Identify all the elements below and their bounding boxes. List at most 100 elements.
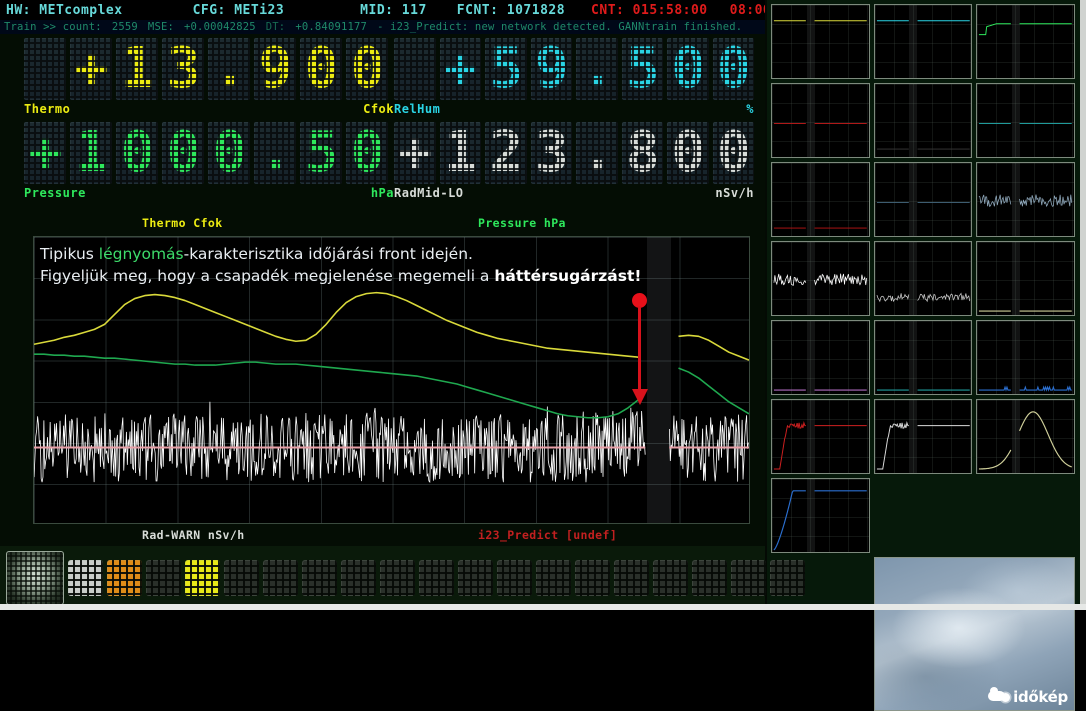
training-status-bar: Train >> count: 2559 MSE: +0.00042825 DT…	[0, 20, 765, 34]
mini-chart-15[interactable]	[976, 320, 1075, 395]
mini-chart-17[interactable]	[873, 399, 973, 474]
mini-grid	[874, 242, 972, 315]
mini-chart-1[interactable]	[771, 4, 870, 79]
mini-chart-8[interactable]	[873, 162, 973, 237]
bottom-toolbar	[0, 546, 805, 610]
toolbar-cell-off[interactable]	[575, 560, 610, 596]
toolbar-cell-off[interactable]	[536, 560, 571, 596]
gauge-relhum-label: RelHum	[394, 102, 441, 116]
header-bar: HW: METcomplex CFG: METi23 MID: 117 FCNT…	[0, 0, 765, 20]
toolbar-cell-off[interactable]	[458, 560, 493, 596]
mini-chart-12[interactable]	[976, 241, 1075, 316]
cell-matrix	[224, 560, 259, 596]
toolbar-cell-off[interactable]	[302, 560, 337, 596]
toolbar-cell-off[interactable]	[731, 560, 766, 596]
toolbar-cell-off[interactable]	[341, 560, 376, 596]
mini-band	[1012, 5, 1020, 78]
cell-matrix	[770, 560, 805, 596]
led-digit: 5	[300, 122, 342, 184]
mini-grid	[772, 321, 869, 394]
gauge-thermo-digits: +1 3. 9 0 0	[24, 38, 394, 100]
header-hw: HW: METcomplex	[6, 2, 123, 18]
mini-chart-grid: időkép	[767, 0, 1080, 711]
led-digit: 0	[208, 122, 250, 184]
cell-matrix	[107, 560, 142, 596]
toolbar-cell-off[interactable]	[146, 560, 181, 596]
mini-chart-7[interactable]	[771, 162, 870, 237]
mini-band	[806, 400, 815, 473]
mini-chart-14[interactable]	[873, 320, 973, 395]
led-digit: 3	[530, 122, 572, 184]
mini-band	[909, 163, 918, 236]
cell-matrix	[497, 560, 532, 596]
mini-grid	[977, 5, 1074, 78]
annotation-line-2: Figyeljük meg, hogy a csapadék megjelené…	[40, 265, 740, 287]
toolbar-cell-off[interactable]	[380, 560, 415, 596]
mini-chart-5[interactable]	[873, 83, 973, 158]
gauge-radmid-unit: nSv/h	[715, 186, 754, 200]
sky-camera-view[interactable]: időkép	[873, 557, 1075, 711]
led-digit	[394, 38, 436, 100]
mini-chart-16[interactable]	[771, 399, 870, 474]
mini-grid	[772, 5, 869, 78]
mini-grid	[772, 400, 869, 473]
chart-plot-area[interactable]: Tipikus légnyomás-karakterisztika időjár…	[33, 236, 750, 524]
toolbar-cell-off[interactable]	[770, 560, 805, 596]
toolbar-cell-yellow[interactable]	[185, 560, 220, 596]
annotation-l1-highlight: légnyomás	[98, 245, 184, 263]
gauge-pressure[interactable]: +1 0 0 0. 5 0 Pressure hPa	[24, 122, 394, 208]
horizontal-scrollbar[interactable]	[0, 604, 1086, 610]
idokep-logo: időkép	[988, 687, 1068, 706]
cell-matrix	[653, 560, 688, 596]
annotation-l2-pre: Figyeljük meg, hogy a csapadék megjelené…	[40, 267, 495, 285]
toolbar-cell-off[interactable]	[419, 560, 454, 596]
cell-matrix	[575, 560, 610, 596]
mini-chart-18[interactable]	[976, 399, 1075, 474]
chart-bottom-labels: Rad-WARN nSv/h i23_Predict [undef]	[0, 528, 765, 544]
mini-chart-10[interactable]	[771, 241, 870, 316]
toolbar-cell-off[interactable]	[224, 560, 259, 596]
mini-grid	[874, 84, 972, 157]
toolbar-cell-off[interactable]	[653, 560, 688, 596]
led-digit: 0	[346, 38, 388, 100]
gauge-radmid-label: RadMid-LO	[394, 186, 464, 200]
gauge-radmid-lo[interactable]: +1 2 3. 8 0 0 RadMid-LO nSv/h	[394, 122, 754, 208]
led-digit: 0	[712, 38, 754, 100]
header-fcnt: FCNT: 1071828	[456, 2, 566, 18]
mini-grid	[977, 242, 1074, 315]
chart-annotation-text: Tipikus légnyomás-karakterisztika időjár…	[40, 243, 740, 287]
annotation-l2-highlight: háttérsugárzást!	[494, 267, 642, 285]
mini-chart-4[interactable]	[771, 83, 870, 158]
toolbar-cell-orange[interactable]	[107, 560, 142, 596]
gauge-relhum[interactable]: +5 9. 5 0 0 RelHum %	[394, 38, 754, 124]
mini-chart-11[interactable]	[873, 241, 973, 316]
led-digit: .	[576, 38, 618, 100]
toolbar-cell-white[interactable]	[68, 560, 103, 596]
radar-dome-icon[interactable]	[6, 551, 64, 605]
mini-chart-13[interactable]	[771, 320, 870, 395]
toolbar-cell-off[interactable]	[497, 560, 532, 596]
mini-grid	[874, 5, 972, 78]
mini-chart-2[interactable]	[873, 4, 973, 79]
mini-chart-6[interactable]	[976, 83, 1075, 158]
mini-chart-3[interactable]	[976, 4, 1075, 79]
status-mse-label: MSE:	[147, 21, 175, 33]
mini-grid	[874, 321, 972, 394]
toolbar-cell-off[interactable]	[263, 560, 298, 596]
cell-matrix	[302, 560, 337, 596]
cell-matrix	[458, 560, 493, 596]
cell-matrix	[419, 560, 454, 596]
status-dt-value: +0.84091177	[295, 21, 368, 33]
toolbar-cell-off[interactable]	[614, 560, 649, 596]
led-digit: 1	[70, 122, 112, 184]
toolbar-cell-off[interactable]	[692, 560, 727, 596]
mini-chart-9[interactable]	[976, 162, 1075, 237]
mini-chart-19[interactable]	[771, 478, 870, 553]
gauge-radmid-digits: +1 2 3. 8 0 0	[394, 122, 754, 184]
gauge-thermo[interactable]: +1 3. 9 0 0 Thermo Cfok	[24, 38, 394, 124]
mini-grid	[977, 163, 1074, 236]
led-digit	[24, 38, 66, 100]
mini-band	[909, 242, 918, 315]
status-mse-value: +0.00042825	[184, 21, 256, 33]
scrollbar-thumb[interactable]	[0, 604, 1086, 610]
